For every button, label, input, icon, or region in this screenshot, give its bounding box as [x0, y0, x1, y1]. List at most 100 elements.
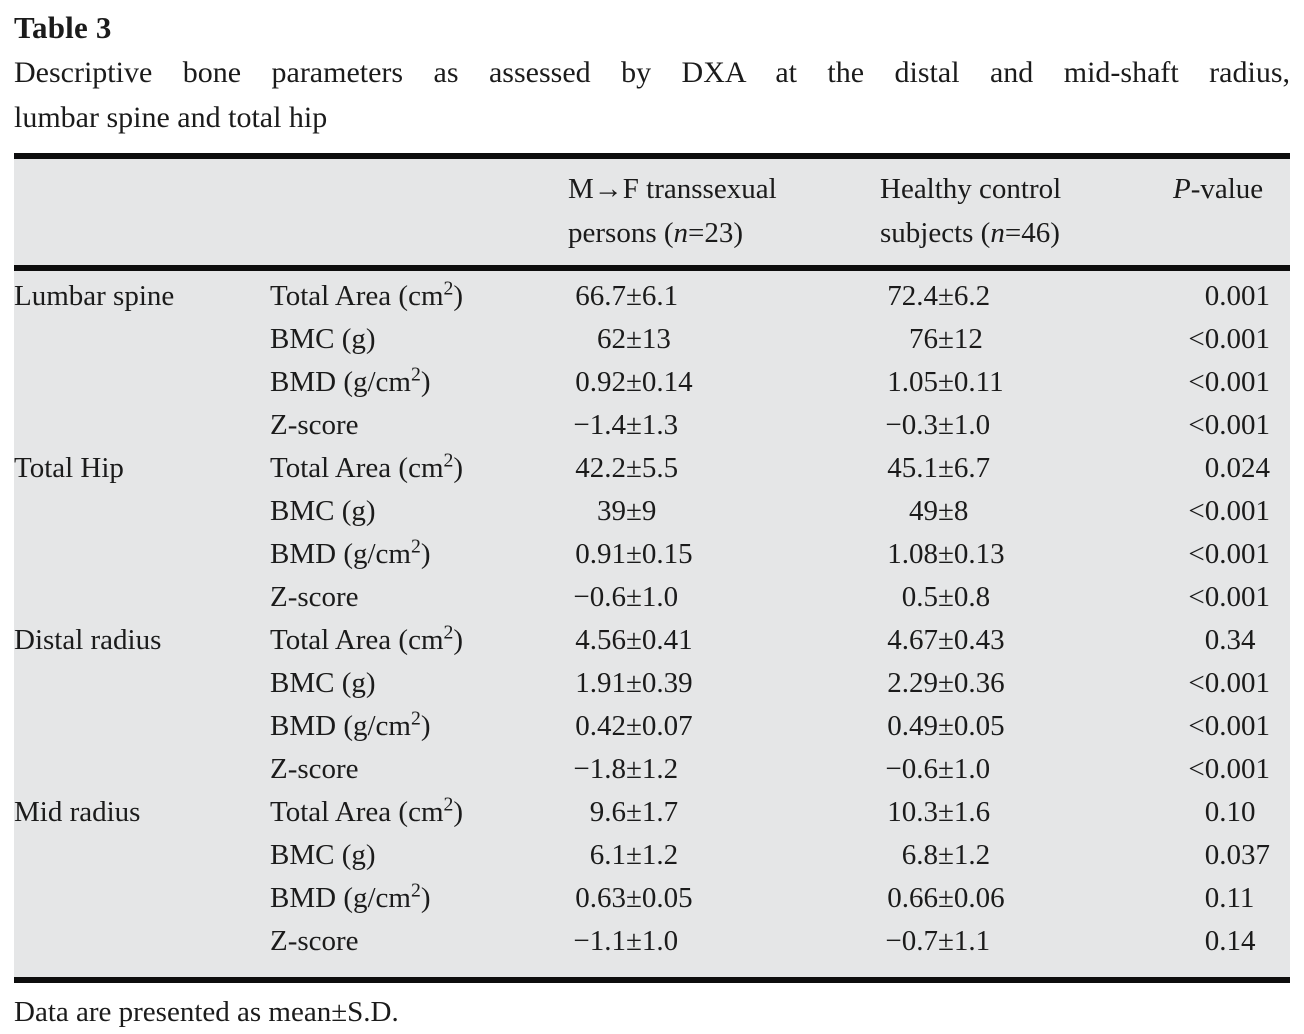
plus-minus: ±	[626, 753, 642, 785]
p-value: <0.001	[1188, 495, 1270, 527]
row-group-label	[14, 576, 270, 619]
table-footnote: Data are presented as mean±S.D.	[14, 996, 399, 1028]
row-parameter: BMC (g)	[270, 323, 376, 355]
plus-minus: ±	[938, 882, 954, 914]
control-value: −0.6±1.0	[885, 753, 991, 785]
mf-value: 1.91±0.39	[575, 667, 693, 699]
table-title: Table 3	[14, 10, 112, 45]
plus-minus: ±	[626, 581, 642, 613]
row-group-label	[14, 533, 270, 576]
control-value: 76±12	[909, 323, 983, 355]
row-group-label: Total Hip	[14, 452, 124, 484]
row-parameter: Total Area (cm2)	[270, 621, 464, 656]
table-row: BMC (g) 6.1±1.2 6.8±1.2 0.037	[14, 834, 1290, 877]
plus-minus: ±	[626, 796, 642, 828]
p-value: <0.001	[1188, 667, 1270, 699]
mf-value: 66.7±6.1	[575, 280, 679, 312]
table-row: BMD (g/cm2) 0.42±0.07 0.49±0.05 <0.001	[14, 705, 1290, 748]
caption-line-1: Descriptive bone parameters as assessed …	[14, 56, 1290, 89]
mf-value: 9.6±1.7	[589, 796, 679, 828]
header-group-spacer	[14, 159, 270, 271]
mf-value: −1.1±1.0	[573, 925, 679, 957]
table-row: Z-score −1.8±1.2 −0.6±1.0 <0.001	[14, 748, 1290, 791]
plus-minus: ±	[626, 280, 642, 312]
control-value: 0.49±0.05	[887, 710, 1005, 742]
mf-value: 62±13	[597, 323, 671, 355]
caption-line-2: lumbar spine and total hip	[14, 101, 328, 134]
control-value: 49±8	[909, 495, 969, 527]
row-parameter: Total Area (cm2)	[270, 277, 464, 312]
p-value: <0.001	[1188, 538, 1270, 570]
table-row: BMD (g/cm2) 0.91±0.15 1.08±0.13 <0.001	[14, 533, 1290, 576]
p-value: <0.001	[1188, 323, 1270, 355]
control-value: 72.4±6.2	[887, 280, 991, 312]
n-variable: n	[673, 217, 689, 249]
n-variable: n	[990, 217, 1005, 249]
plus-minus: ±	[626, 925, 642, 957]
plus-minus: ±	[626, 710, 642, 742]
control-value: 0.66±0.06	[887, 882, 1005, 914]
plus-minus: ±	[938, 538, 954, 570]
control-value: 6.8±1.2	[901, 839, 991, 871]
row-parameter: Total Area (cm2)	[270, 449, 464, 484]
plus-minus: ±	[626, 366, 642, 398]
row-group-label	[14, 705, 270, 748]
table-row: Distal radius Total Area (cm2) 4.56±0.41…	[14, 619, 1290, 662]
mf-value: −1.8±1.2	[573, 753, 679, 785]
superscript: 2	[410, 879, 421, 902]
plus-minus: ±	[938, 753, 954, 785]
header-mf-group: M→F transsexual persons (n=23)	[568, 159, 880, 271]
bone-parameters-table: M→F transsexual persons (n=23) Healthy c…	[14, 159, 1290, 977]
superscript: 2	[410, 707, 421, 730]
table-row: BMC (g) 1.91±0.39 2.29±0.36 <0.001	[14, 662, 1290, 705]
plus-minus: ±	[938, 495, 954, 527]
row-group-label	[14, 490, 270, 533]
mf-value: 42.2±5.5	[575, 452, 679, 484]
mf-value: 4.56±0.41	[575, 624, 693, 656]
control-value: −0.7±1.1	[885, 925, 991, 957]
header-param-spacer	[270, 159, 568, 271]
row-parameter: Z-score	[270, 581, 359, 613]
control-value: 2.29±0.36	[887, 667, 1005, 699]
header-mf-line2: persons (n=23)	[568, 217, 744, 249]
row-parameter: Z-score	[270, 409, 359, 441]
row-group-label	[14, 920, 270, 977]
plus-minus: ±	[626, 409, 642, 441]
plus-minus: ±	[938, 710, 954, 742]
p-value: 0.11	[1204, 882, 1255, 914]
mf-value: −1.4±1.3	[573, 409, 679, 441]
plus-minus: ±	[938, 409, 954, 441]
row-group-label	[14, 404, 270, 447]
p-value: <0.001	[1188, 581, 1270, 613]
plus-minus: ±	[938, 624, 954, 656]
p-value: 0.10	[1204, 796, 1256, 828]
data-table: M→F transsexual persons (n=23) Healthy c…	[14, 153, 1290, 983]
superscript: 2	[443, 793, 454, 816]
plus-minus: ±	[938, 839, 954, 871]
row-parameter: BMC (g)	[270, 667, 376, 699]
row-parameter: BMD (g/cm2)	[270, 707, 431, 742]
mf-value: 0.92±0.14	[575, 366, 693, 398]
p-value: <0.001	[1188, 409, 1270, 441]
p-value: 0.024	[1204, 452, 1270, 484]
row-group-label	[14, 361, 270, 404]
table-caption: Descriptive bone parameters as assessed …	[14, 50, 1290, 140]
table-row: BMD (g/cm2) 0.63±0.05 0.66±0.06 0.11	[14, 877, 1290, 920]
plus-minus: ±	[938, 366, 954, 398]
row-group-label	[14, 877, 270, 920]
plus-minus: ±	[626, 323, 642, 355]
table-row: Z-score −1.4±1.3 −0.3±1.0 <0.001	[14, 404, 1290, 447]
plus-minus: ±	[938, 280, 954, 312]
header-control-line1: Healthy control	[880, 173, 1062, 205]
header-mf-line1: M→F transsexual	[568, 173, 777, 205]
row-group-label: Distal radius	[14, 624, 162, 656]
control-value: 0.5±0.8	[901, 581, 991, 613]
mf-value: 0.42±0.07	[575, 710, 693, 742]
row-parameter: BMD (g/cm2)	[270, 535, 431, 570]
row-group-label	[14, 662, 270, 705]
row-parameter: BMD (g/cm2)	[270, 363, 431, 398]
p-variable: P	[1173, 173, 1191, 205]
control-value: 1.08±0.13	[887, 538, 1005, 570]
header-p-value: P-value	[1173, 159, 1290, 271]
superscript: 2	[443, 277, 454, 300]
